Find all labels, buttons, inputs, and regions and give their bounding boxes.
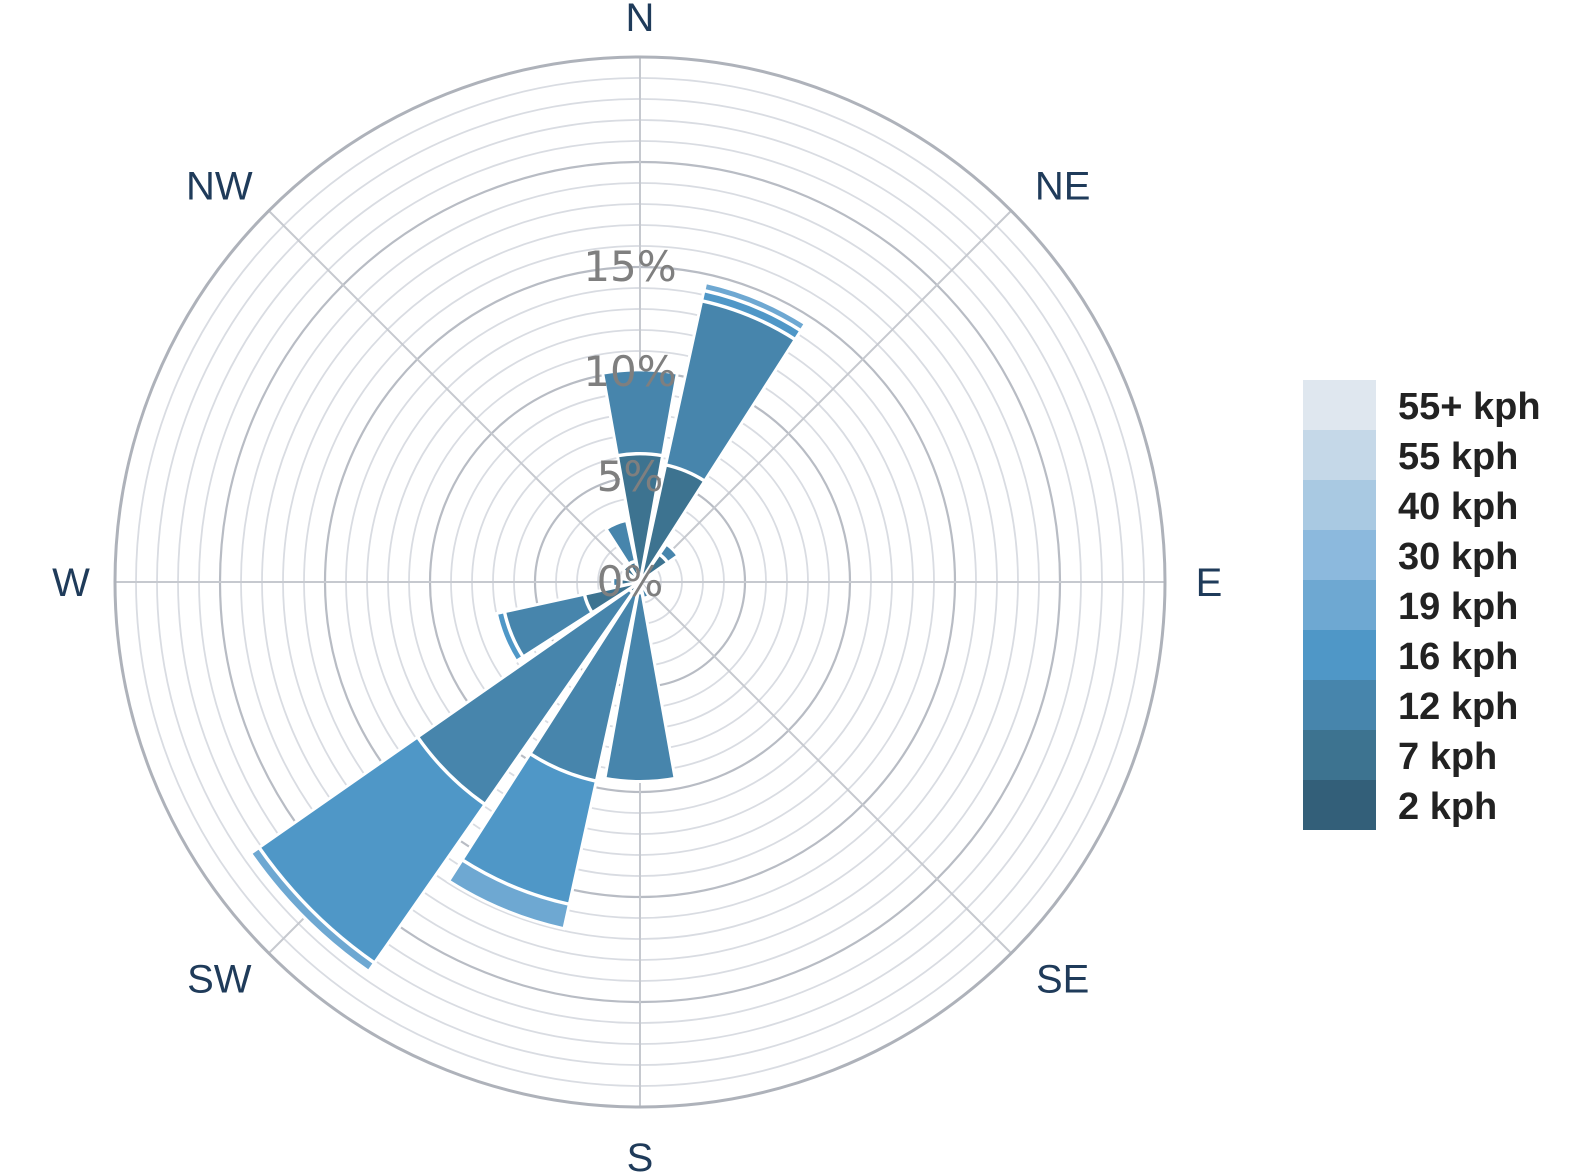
legend-swatch bbox=[1303, 630, 1376, 680]
legend-item: 12 kph bbox=[1303, 680, 1568, 730]
radial-tick-label: 5% bbox=[597, 452, 664, 501]
compass-label-e: E bbox=[1196, 561, 1223, 605]
legend-item: 40 kph bbox=[1303, 480, 1568, 530]
bar-nne-19kph bbox=[702, 280, 808, 333]
wind-rose-chart: 0% 5% 10% 15% N NE E SE S SW W NW bbox=[52, 0, 1222, 1176]
legend-label: 55+ kph bbox=[1398, 386, 1541, 428]
legend-swatch bbox=[1303, 530, 1376, 580]
legend-item: 7 kph bbox=[1303, 730, 1568, 780]
legend-swatch bbox=[1303, 380, 1376, 430]
bar-sw-19kph bbox=[248, 845, 377, 974]
legend-item: 55 kph bbox=[1303, 430, 1568, 480]
legend-swatch bbox=[1303, 430, 1376, 480]
legend-label: 12 kph bbox=[1398, 686, 1519, 728]
compass-label-s: S bbox=[627, 1136, 654, 1176]
outer-circle bbox=[113, 55, 1167, 1109]
legend-label: 55 kph bbox=[1398, 436, 1519, 478]
bar-s-12kph bbox=[603, 591, 677, 783]
compass-label-nw: NW bbox=[186, 164, 253, 208]
legend-label: 7 kph bbox=[1398, 736, 1498, 778]
radial-tick-labels: 0% 5% 10% 15% bbox=[583, 242, 676, 606]
legend-swatch bbox=[1303, 730, 1376, 780]
bar-ne-12kph bbox=[657, 542, 680, 565]
bar-ssw-19kph bbox=[446, 857, 572, 931]
legend-item: 16 kph bbox=[1303, 630, 1568, 680]
legend-label: 40 kph bbox=[1398, 486, 1519, 528]
compass-labels: N NE E SE S SW W NW bbox=[52, 0, 1222, 1176]
legend: 55+ kph 55 kph 40 kph 30 kph 19 kph 16 kph 12 … bbox=[1303, 380, 1568, 830]
spoke-se bbox=[639, 581, 1012, 954]
bar-w-12kph bbox=[611, 575, 623, 589]
compass-label-ne: NE bbox=[1035, 164, 1091, 208]
wind-bars bbox=[248, 280, 808, 974]
legend-label: 19 kph bbox=[1398, 586, 1519, 628]
compass-label-w: W bbox=[52, 561, 90, 605]
legend-item: 30 kph bbox=[1303, 530, 1568, 580]
compass-label-n: N bbox=[626, 0, 655, 40]
legend-swatch bbox=[1303, 480, 1376, 530]
legend-item: 55+ kph bbox=[1303, 380, 1568, 430]
legend-label: 30 kph bbox=[1398, 536, 1519, 578]
compass-label-se: SE bbox=[1036, 958, 1089, 1002]
legend-label: 2 kph bbox=[1398, 786, 1498, 828]
bar-nnw-12kph bbox=[603, 518, 638, 567]
legend-swatch bbox=[1303, 580, 1376, 630]
radial-tick-label: 15% bbox=[583, 242, 676, 291]
legend-item: 2 kph bbox=[1303, 780, 1568, 830]
spoke-ne bbox=[639, 210, 1012, 583]
legend-swatch bbox=[1303, 780, 1376, 830]
radial-tick-label: 0% bbox=[597, 557, 664, 606]
legend-label: 16 kph bbox=[1398, 636, 1519, 678]
legend-item: 19 kph bbox=[1303, 580, 1568, 630]
spoke-nw bbox=[268, 210, 641, 583]
outer-ring bbox=[113, 55, 1167, 1109]
legend-swatch bbox=[1303, 680, 1376, 730]
bar-n-12kph bbox=[600, 368, 680, 458]
bar-wsw-16kph bbox=[494, 610, 525, 664]
compass-label-sw: SW bbox=[187, 958, 252, 1002]
radial-tick-label: 10% bbox=[583, 347, 676, 396]
